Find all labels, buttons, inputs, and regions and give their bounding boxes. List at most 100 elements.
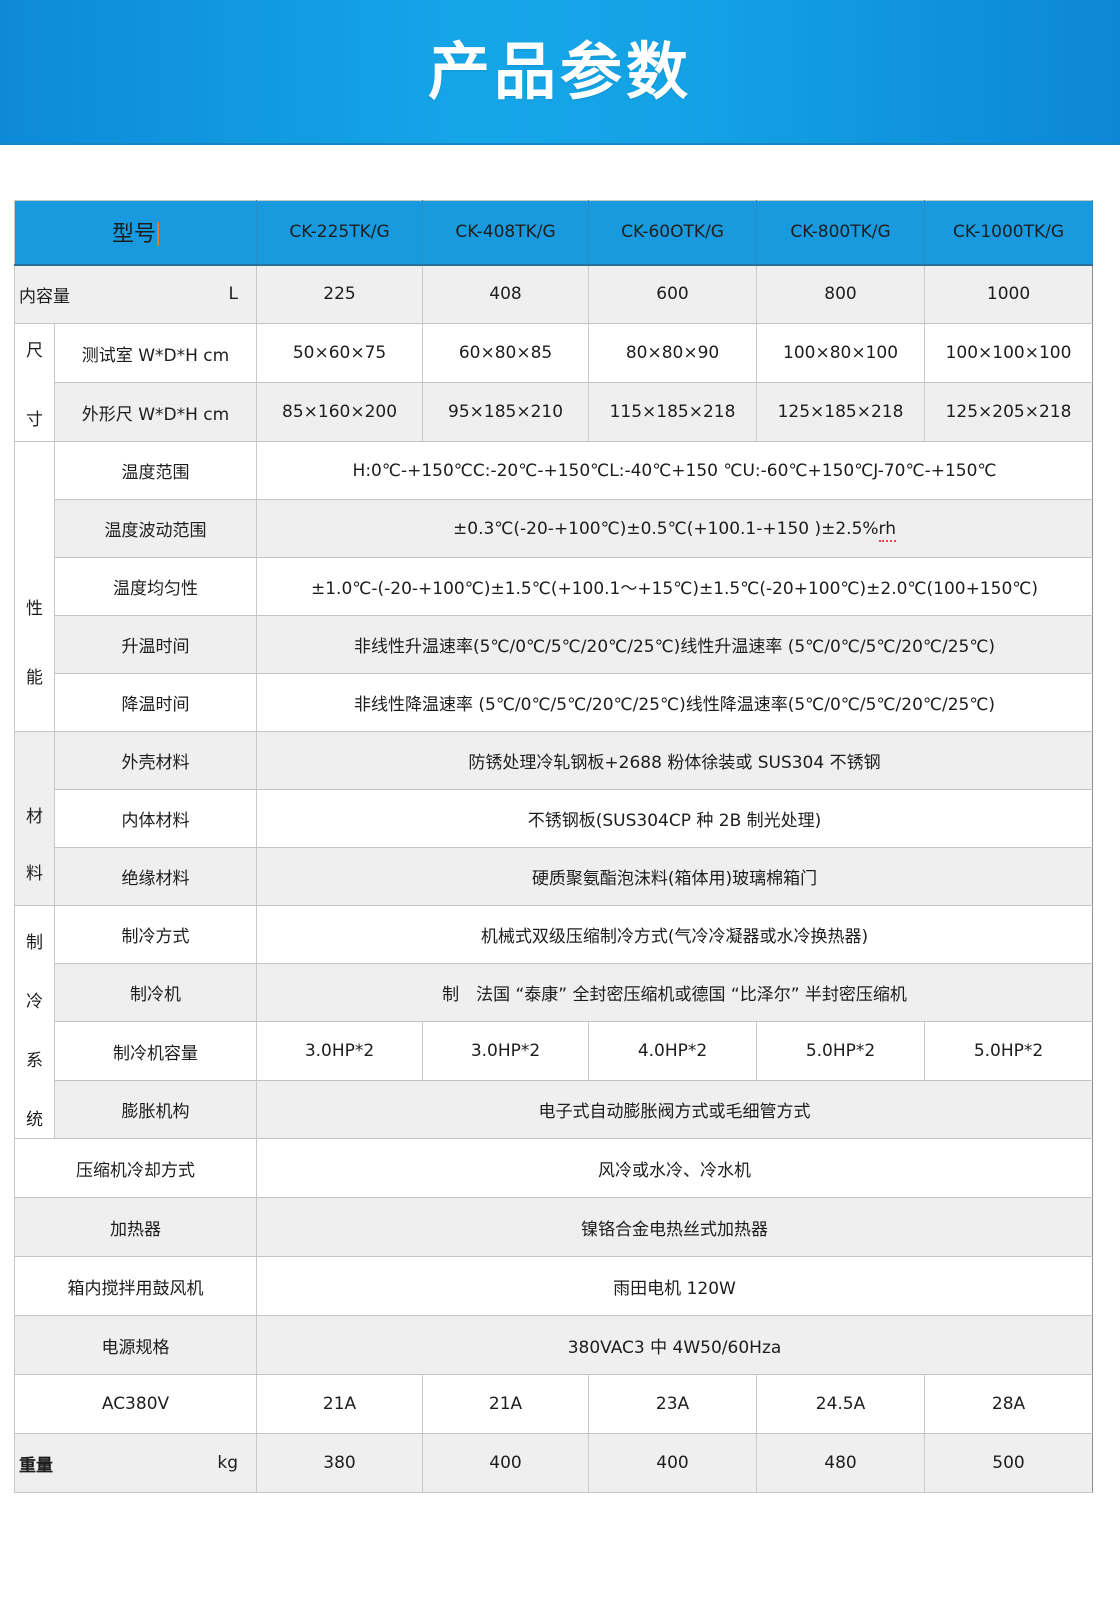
capacity-value-4: 800 bbox=[756, 264, 926, 324]
insulation-material-value: 硬质聚氨酯泡沫料(箱体用)玻璃棉箱门 bbox=[256, 847, 1094, 906]
group-performance-char-2: 能 bbox=[26, 667, 43, 688]
capacity-value-5: 1000 bbox=[924, 264, 1094, 324]
row-power-spec: 电源规格 380VAC3 中 4W50/60Hza bbox=[13, 1315, 1094, 1375]
row-heating-time: 升温时间 非线性升温速率(5℃/0℃/5℃/20℃/25℃)线性升温速率 (5℃… bbox=[15, 615, 1094, 674]
current-value-2: 21A bbox=[422, 1374, 590, 1434]
capacity-unit: L bbox=[228, 284, 239, 305]
power-spec-label: 电源规格 bbox=[13, 1315, 258, 1375]
row-inner-material: 内体材料 不锈钢板(SUS304CP 种 2B 制光处理) bbox=[15, 789, 1094, 848]
group-refrigeration-char-1: 制 bbox=[26, 933, 43, 953]
power-spec-value: 380VAC3 中 4W50/60Hza bbox=[256, 1315, 1094, 1375]
current-value-4: 24.5A bbox=[756, 1374, 926, 1434]
outer-dimensions-label: 外形尺 W*D*H cm bbox=[53, 382, 258, 442]
outer-dimensions-value-1: 85×160×200 bbox=[256, 382, 424, 442]
table-header: 型号 CK-225TK/G CK-408TK/G CK-60OTK/G CK-8… bbox=[13, 200, 1094, 266]
header-model-3: CK-60OTK/G bbox=[588, 200, 758, 266]
shell-material-label: 外壳材料 bbox=[53, 731, 258, 790]
header-model-1: CK-225TK/G bbox=[256, 200, 424, 266]
temperature-fluctuation-value: ±0.3℃(-20-+100℃)±0.5℃(+100.1-+150 )±2.5%… bbox=[256, 499, 1094, 558]
group-materials-char-2: 料 bbox=[26, 863, 43, 884]
temperature-uniformity-value: ±1.0℃-(-20-+100℃)±1.5℃(+100.1～+15℃)±1.5℃… bbox=[256, 557, 1094, 616]
compressor-capacity-label: 制冷机容量 bbox=[53, 1021, 258, 1081]
blower-value: 雨田电机 120W bbox=[256, 1256, 1094, 1316]
capacity-label-cell: 内容量 L bbox=[13, 264, 258, 324]
spellcheck-flagged-text: rh bbox=[878, 518, 897, 542]
group-dimensions-char-2: 寸 bbox=[26, 409, 43, 430]
cooling-method-label: 制冷方式 bbox=[53, 905, 258, 964]
test-chamber-value-4: 100×80×100 bbox=[756, 323, 926, 383]
text-cursor-caret bbox=[157, 222, 160, 247]
temperature-fluctuation-text: ±0.3℃(-20-+100℃)±0.5℃(+100.1-+150 )±2.5% bbox=[453, 518, 879, 539]
weight-value-3: 400 bbox=[588, 1433, 758, 1493]
model-label-text: 型号 bbox=[112, 222, 157, 248]
row-shell-material: 材 料 外壳材料 防锈处理冷轧钢板+2688 粉体徐装或 SUS304 不锈钢 bbox=[14, 731, 1094, 906]
compressor-value: 制 法国 “泰康” 全封密压缩机或德国 “比泽尔” 半封密压缩机 bbox=[256, 963, 1094, 1022]
capacity-value-2: 408 bbox=[422, 264, 590, 324]
weight-label-cell: 重量 kg bbox=[13, 1433, 258, 1493]
row-test-chamber-dimensions: 尺 寸 测试室 W*D*H cm 50×60×75 60×80×85 80×80… bbox=[14, 323, 1094, 442]
temperature-fluctuation-label: 温度波动范围 bbox=[53, 499, 258, 558]
row-capacity: 内容量 L 225 408 600 800 1000 bbox=[13, 264, 1094, 324]
temperature-range-value: H:0℃-+150℃C:-20℃-+150℃L:-40℃+150 ℃U:-60℃… bbox=[256, 441, 1094, 500]
group-refrigeration-char-2: 冷 bbox=[26, 992, 43, 1012]
outer-dimensions-value-3: 115×185×218 bbox=[588, 382, 758, 442]
header-model-4: CK-800TK/G bbox=[756, 200, 926, 266]
row-insulation-material: 绝缘材料 硬质聚氨酯泡沫料(箱体用)玻璃棉箱门 bbox=[15, 847, 1094, 906]
cooling-time-value: 非线性降温速率 (5℃/0℃/5℃/20℃/25℃)线性降温速率(5℃/0℃/5… bbox=[256, 673, 1094, 732]
outer-dimensions-value-4: 125×185×218 bbox=[756, 382, 926, 442]
weight-value-1: 380 bbox=[256, 1433, 424, 1493]
row-weight: 重量 kg 380 400 400 480 500 bbox=[13, 1433, 1094, 1493]
row-expansion-device: 膨胀机构 电子式自动膨胀阀方式或毛细管方式 bbox=[15, 1080, 1094, 1139]
test-chamber-label: 测试室 W*D*H cm bbox=[53, 323, 258, 383]
header-row: 型号 CK-225TK/G CK-408TK/G CK-60OTK/G CK-8… bbox=[13, 200, 1094, 266]
row-cooling-time: 降温时间 非线性降温速率 (5℃/0℃/5℃/20℃/25℃)线性降温速率(5℃… bbox=[15, 673, 1094, 732]
group-refrigeration-char-4: 统 bbox=[26, 1110, 43, 1130]
row-heater: 加热器 镍铬合金电热丝式加热器 bbox=[13, 1197, 1094, 1257]
heater-label: 加热器 bbox=[13, 1197, 258, 1257]
capacity-value-3: 600 bbox=[588, 264, 758, 324]
capacity-value-1: 225 bbox=[256, 264, 424, 324]
header-model-5: CK-1000TK/G bbox=[924, 200, 1094, 266]
compressor-capacity-value-1: 3.0HP*2 bbox=[256, 1021, 424, 1081]
product-spec-table: 型号 CK-225TK/G CK-408TK/G CK-60OTK/G CK-8… bbox=[13, 200, 1094, 1493]
capacity-label: 内容量 bbox=[19, 286, 70, 307]
row-temperature-range: 性 能 温度范围 H:0℃-+150℃C:-20℃-+150℃L:-40℃+15… bbox=[14, 441, 1094, 732]
test-chamber-value-5: 100×100×100 bbox=[924, 323, 1094, 383]
group-performance-char-1: 性 bbox=[26, 598, 43, 619]
compressor-label: 制冷机 bbox=[53, 963, 258, 1022]
table-body: 内容量 L 225 408 600 800 1000 尺 寸 测试室 W*D*H… bbox=[13, 264, 1094, 1493]
group-label-refrigeration: 制 冷 系 统 bbox=[14, 905, 55, 1139]
compressor-capacity-value-4: 5.0HP*2 bbox=[756, 1021, 926, 1081]
compressor-cooling-value: 风冷或水冷、冷水机 bbox=[256, 1138, 1094, 1198]
expansion-device-value: 电子式自动膨胀阀方式或毛细管方式 bbox=[256, 1080, 1094, 1139]
group-label-materials: 材 料 bbox=[14, 731, 55, 906]
compressor-cooling-label: 压缩机冷却方式 bbox=[13, 1138, 258, 1198]
group-refrigeration-char-3: 系 bbox=[26, 1051, 43, 1071]
cooling-time-label: 降温时间 bbox=[53, 673, 258, 732]
row-temperature-uniformity: 温度均匀性 ±1.0℃-(-20-+100℃)±1.5℃(+100.1～+15℃… bbox=[15, 557, 1094, 616]
inner-material-label: 内体材料 bbox=[53, 789, 258, 848]
row-current: AC380V 21A 21A 23A 24.5A 28A bbox=[13, 1374, 1094, 1434]
current-value-1: 21A bbox=[256, 1374, 424, 1434]
temperature-uniformity-label: 温度均匀性 bbox=[53, 557, 258, 616]
current-value-5: 28A bbox=[924, 1374, 1094, 1434]
outer-dimensions-value-2: 95×185×210 bbox=[422, 382, 590, 442]
weight-value-4: 480 bbox=[756, 1433, 926, 1493]
weight-value-2: 400 bbox=[422, 1433, 590, 1493]
outer-dimensions-value-5: 125×205×218 bbox=[924, 382, 1094, 442]
row-compressor-cooling: 压缩机冷却方式 风冷或水冷、冷水机 bbox=[13, 1138, 1094, 1198]
test-chamber-value-2: 60×80×85 bbox=[422, 323, 590, 383]
group-label-dimensions: 尺 寸 bbox=[14, 323, 55, 442]
header-model-2: CK-408TK/G bbox=[422, 200, 590, 266]
shell-material-value: 防锈处理冷轧钢板+2688 粉体徐装或 SUS304 不锈钢 bbox=[256, 731, 1094, 790]
compressor-capacity-value-5: 5.0HP*2 bbox=[924, 1021, 1094, 1081]
inner-material-value: 不锈钢板(SUS304CP 种 2B 制光处理) bbox=[256, 789, 1094, 848]
row-compressor: 制冷机 制 法国 “泰康” 全封密压缩机或德国 “比泽尔” 半封密压缩机 bbox=[15, 963, 1094, 1022]
test-chamber-value-3: 80×80×90 bbox=[588, 323, 758, 383]
page-title: 产品参数 bbox=[427, 34, 692, 108]
current-label: AC380V bbox=[13, 1374, 258, 1434]
row-compressor-capacity: 制冷机容量 3.0HP*2 3.0HP*2 4.0HP*2 5.0HP*2 5.… bbox=[15, 1021, 1094, 1081]
compressor-capacity-value-3: 4.0HP*2 bbox=[588, 1021, 758, 1081]
group-materials-char-1: 材 bbox=[26, 806, 43, 827]
row-temperature-fluctuation: 温度波动范围 ±0.3℃(-20-+100℃)±0.5℃(+100.1-+150… bbox=[15, 499, 1094, 558]
